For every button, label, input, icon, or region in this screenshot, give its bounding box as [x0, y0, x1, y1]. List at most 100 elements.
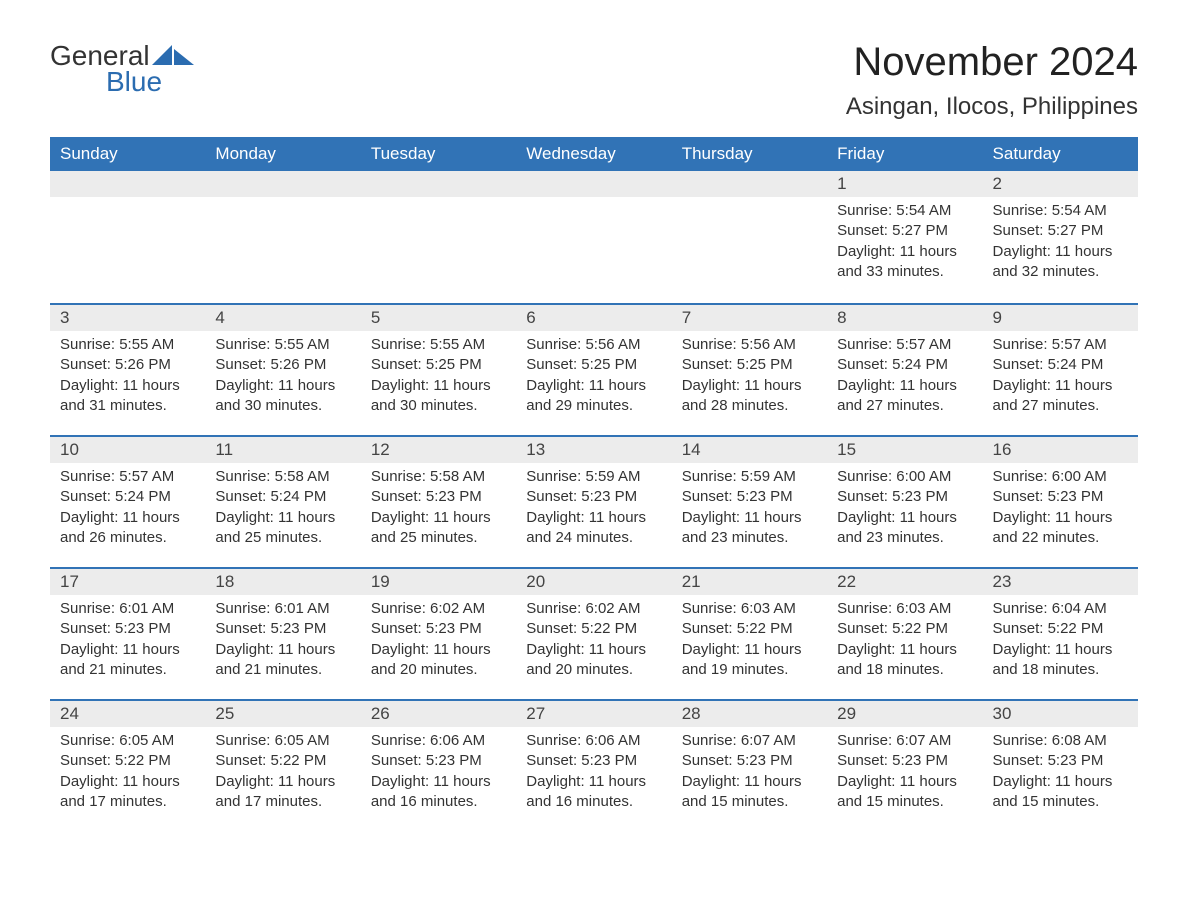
calendar-day: 19Sunrise: 6:02 AMSunset: 5:23 PMDayligh… — [361, 567, 516, 699]
calendar-day: 6Sunrise: 5:56 AMSunset: 5:25 PMDaylight… — [516, 303, 671, 435]
calendar-week: 10Sunrise: 5:57 AMSunset: 5:24 PMDayligh… — [50, 435, 1138, 567]
daylight-text: Daylight: 11 hours and 15 minutes. — [682, 772, 817, 813]
sunset-text: Sunset: 5:23 PM — [682, 487, 817, 507]
calendar-day: 17Sunrise: 6:01 AMSunset: 5:23 PMDayligh… — [50, 567, 205, 699]
day-header: Sunday — [50, 137, 205, 171]
day-details: Sunrise: 5:58 AMSunset: 5:24 PMDaylight:… — [205, 463, 360, 556]
empty-day-header — [672, 171, 827, 197]
calendar-empty — [672, 171, 827, 303]
day-details: Sunrise: 6:08 AMSunset: 5:23 PMDaylight:… — [983, 727, 1138, 820]
sunset-text: Sunset: 5:22 PM — [837, 619, 972, 639]
day-details: Sunrise: 5:54 AMSunset: 5:27 PMDaylight:… — [983, 197, 1138, 290]
daylight-text: Daylight: 11 hours and 26 minutes. — [60, 508, 195, 549]
day-number: 24 — [50, 699, 205, 727]
daylight-text: Daylight: 11 hours and 33 minutes. — [837, 242, 972, 283]
sunset-text: Sunset: 5:25 PM — [526, 355, 661, 375]
calendar-day: 28Sunrise: 6:07 AMSunset: 5:23 PMDayligh… — [672, 699, 827, 831]
day-details: Sunrise: 5:55 AMSunset: 5:25 PMDaylight:… — [361, 331, 516, 424]
day-details: Sunrise: 6:06 AMSunset: 5:23 PMDaylight:… — [361, 727, 516, 820]
day-header: Friday — [827, 137, 982, 171]
day-details: Sunrise: 5:55 AMSunset: 5:26 PMDaylight:… — [205, 331, 360, 424]
daylight-text: Daylight: 11 hours and 16 minutes. — [526, 772, 661, 813]
daylight-text: Daylight: 11 hours and 32 minutes. — [993, 242, 1128, 283]
daylight-text: Daylight: 11 hours and 16 minutes. — [371, 772, 506, 813]
calendar-week: 24Sunrise: 6:05 AMSunset: 5:22 PMDayligh… — [50, 699, 1138, 831]
day-number: 27 — [516, 699, 671, 727]
sunrise-text: Sunrise: 5:59 AM — [682, 467, 817, 487]
day-number: 19 — [361, 567, 516, 595]
calendar-day: 16Sunrise: 6:00 AMSunset: 5:23 PMDayligh… — [983, 435, 1138, 567]
sunset-text: Sunset: 5:22 PM — [526, 619, 661, 639]
sunset-text: Sunset: 5:23 PM — [837, 751, 972, 771]
sunrise-text: Sunrise: 5:55 AM — [215, 335, 350, 355]
sunrise-text: Sunrise: 5:57 AM — [993, 335, 1128, 355]
daylight-text: Daylight: 11 hours and 22 minutes. — [993, 508, 1128, 549]
sunrise-text: Sunrise: 5:57 AM — [60, 467, 195, 487]
daylight-text: Daylight: 11 hours and 23 minutes. — [837, 508, 972, 549]
sunrise-text: Sunrise: 6:06 AM — [526, 731, 661, 751]
day-number: 5 — [361, 303, 516, 331]
day-number: 13 — [516, 435, 671, 463]
empty-day-header — [50, 171, 205, 197]
daylight-text: Daylight: 11 hours and 30 minutes. — [371, 376, 506, 417]
day-number: 8 — [827, 303, 982, 331]
calendar-empty — [516, 171, 671, 303]
day-header-row: SundayMondayTuesdayWednesdayThursdayFrid… — [50, 137, 1138, 171]
sunset-text: Sunset: 5:26 PM — [60, 355, 195, 375]
day-details: Sunrise: 6:00 AMSunset: 5:23 PMDaylight:… — [983, 463, 1138, 556]
calendar-day: 9Sunrise: 5:57 AMSunset: 5:24 PMDaylight… — [983, 303, 1138, 435]
day-number: 3 — [50, 303, 205, 331]
day-number: 28 — [672, 699, 827, 727]
day-details: Sunrise: 5:58 AMSunset: 5:23 PMDaylight:… — [361, 463, 516, 556]
day-details: Sunrise: 5:56 AMSunset: 5:25 PMDaylight:… — [516, 331, 671, 424]
daylight-text: Daylight: 11 hours and 25 minutes. — [215, 508, 350, 549]
day-number: 29 — [827, 699, 982, 727]
daylight-text: Daylight: 11 hours and 21 minutes. — [60, 640, 195, 681]
sunset-text: Sunset: 5:23 PM — [526, 751, 661, 771]
day-details: Sunrise: 6:05 AMSunset: 5:22 PMDaylight:… — [50, 727, 205, 820]
day-details: Sunrise: 5:55 AMSunset: 5:26 PMDaylight:… — [50, 331, 205, 424]
day-details: Sunrise: 6:05 AMSunset: 5:22 PMDaylight:… — [205, 727, 360, 820]
calendar-day: 22Sunrise: 6:03 AMSunset: 5:22 PMDayligh… — [827, 567, 982, 699]
sunrise-text: Sunrise: 5:54 AM — [993, 201, 1128, 221]
day-details: Sunrise: 5:59 AMSunset: 5:23 PMDaylight:… — [672, 463, 827, 556]
sunrise-text: Sunrise: 5:54 AM — [837, 201, 972, 221]
day-details: Sunrise: 6:00 AMSunset: 5:23 PMDaylight:… — [827, 463, 982, 556]
calendar-day: 29 Sunrise: 6:07 AMSunset: 5:23 PMDayligh… — [827, 699, 982, 831]
sunset-text: Sunset: 5:23 PM — [682, 751, 817, 771]
sunset-text: Sunset: 5:25 PM — [371, 355, 506, 375]
calendar-day: 13Sunrise: 5:59 AMSunset: 5:23 PMDayligh… — [516, 435, 671, 567]
calendar-day: 4Sunrise: 5:55 AMSunset: 5:26 PMDaylight… — [205, 303, 360, 435]
calendar-day: 20Sunrise: 6:02 AMSunset: 5:22 PMDayligh… — [516, 567, 671, 699]
calendar-table: SundayMondayTuesdayWednesdayThursdayFrid… — [50, 137, 1138, 831]
day-number: 1 — [827, 171, 982, 197]
empty-day-header — [361, 171, 516, 197]
day-details: Sunrise: 5:57 AMSunset: 5:24 PMDaylight:… — [983, 331, 1138, 424]
day-number: 16 — [983, 435, 1138, 463]
calendar-day: 12Sunrise: 5:58 AMSunset: 5:23 PMDayligh… — [361, 435, 516, 567]
sunrise-text: Sunrise: 6:00 AM — [993, 467, 1128, 487]
daylight-text: Daylight: 11 hours and 17 minutes. — [60, 772, 195, 813]
sunset-text: Sunset: 5:27 PM — [993, 221, 1128, 241]
sunrise-text: Sunrise: 6:07 AM — [837, 731, 972, 751]
day-number: 30 — [983, 699, 1138, 727]
calendar-empty — [205, 171, 360, 303]
calendar-empty — [361, 171, 516, 303]
sunrise-text: Sunrise: 6:04 AM — [993, 599, 1128, 619]
sunrise-text: Sunrise: 6:03 AM — [837, 599, 972, 619]
calendar-day: 2Sunrise: 5:54 AMSunset: 5:27 PMDaylight… — [983, 171, 1138, 303]
daylight-text: Daylight: 11 hours and 20 minutes. — [526, 640, 661, 681]
calendar-day: 8Sunrise: 5:57 AMSunset: 5:24 PMDaylight… — [827, 303, 982, 435]
calendar-day: 7Sunrise: 5:56 AMSunset: 5:25 PMDaylight… — [672, 303, 827, 435]
daylight-text: Daylight: 11 hours and 30 minutes. — [215, 376, 350, 417]
daylight-text: Daylight: 11 hours and 15 minutes. — [837, 772, 972, 813]
sunrise-text: Sunrise: 6:00 AM — [837, 467, 972, 487]
day-number: 4 — [205, 303, 360, 331]
day-number: 21 — [672, 567, 827, 595]
calendar-day: 3Sunrise: 5:55 AMSunset: 5:26 PMDaylight… — [50, 303, 205, 435]
calendar-day: 15Sunrise: 6:00 AMSunset: 5:23 PMDayligh… — [827, 435, 982, 567]
sunset-text: Sunset: 5:24 PM — [215, 487, 350, 507]
daylight-text: Daylight: 11 hours and 29 minutes. — [526, 376, 661, 417]
calendar-day: 26Sunrise: 6:06 AMSunset: 5:23 PMDayligh… — [361, 699, 516, 831]
day-details: Sunrise: 5:54 AMSunset: 5:27 PMDaylight:… — [827, 197, 982, 290]
